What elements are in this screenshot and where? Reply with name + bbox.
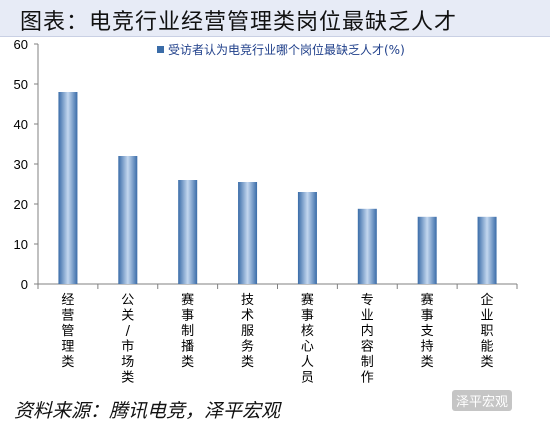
x-tick-label: 经营管理类 (61, 293, 74, 370)
bar (357, 208, 377, 284)
bar (417, 216, 437, 284)
title-bar: 图表：电竞行业经营管理类岗位最缺乏人才 (0, 0, 550, 37)
bar (178, 180, 198, 284)
x-tick-label: 企业职能类 (481, 292, 494, 370)
bar (238, 182, 258, 284)
legend-swatch (157, 46, 164, 53)
x-tick-label: 赛事制播类 (181, 292, 194, 370)
x-tick-label: 技术服务类 (241, 293, 254, 370)
bar (118, 156, 138, 284)
x-tick-label: 赛事核心人员 (301, 292, 314, 386)
x-tick-label: 公关/市场类 (121, 293, 134, 386)
bar (58, 92, 78, 284)
source-note: 资料来源：腾讯电竞，泽平宏观 (14, 400, 281, 422)
legend-label: 受访者认为电竞行业哪个岗位最缺乏人才(%) (168, 42, 405, 57)
bar-chart: 0 10 20 30 40 50 60 经营管理类 公关/市场类 赛事制播类 技术服务类 赛事核心人… (14, 37, 518, 386)
page-title: 图表：电竞行业经营管理类岗位最缺乏人才 (20, 10, 458, 35)
y-tick-label: 50 (14, 77, 28, 92)
y-tick-label: 0 (21, 277, 28, 292)
y-tick-label: 40 (14, 117, 28, 132)
watermark-badge: 泽平宏观 (452, 390, 513, 411)
bar (297, 192, 317, 284)
bar (477, 216, 497, 284)
x-tick-label: 专业内容制作 (361, 293, 374, 386)
y-tick-label: 60 (14, 37, 28, 52)
y-tick-label: 10 (14, 237, 28, 252)
x-tick-label: 赛事支持类 (421, 292, 434, 370)
y-tick-label: 20 (14, 197, 28, 212)
y-tick-label: 30 (14, 157, 28, 172)
